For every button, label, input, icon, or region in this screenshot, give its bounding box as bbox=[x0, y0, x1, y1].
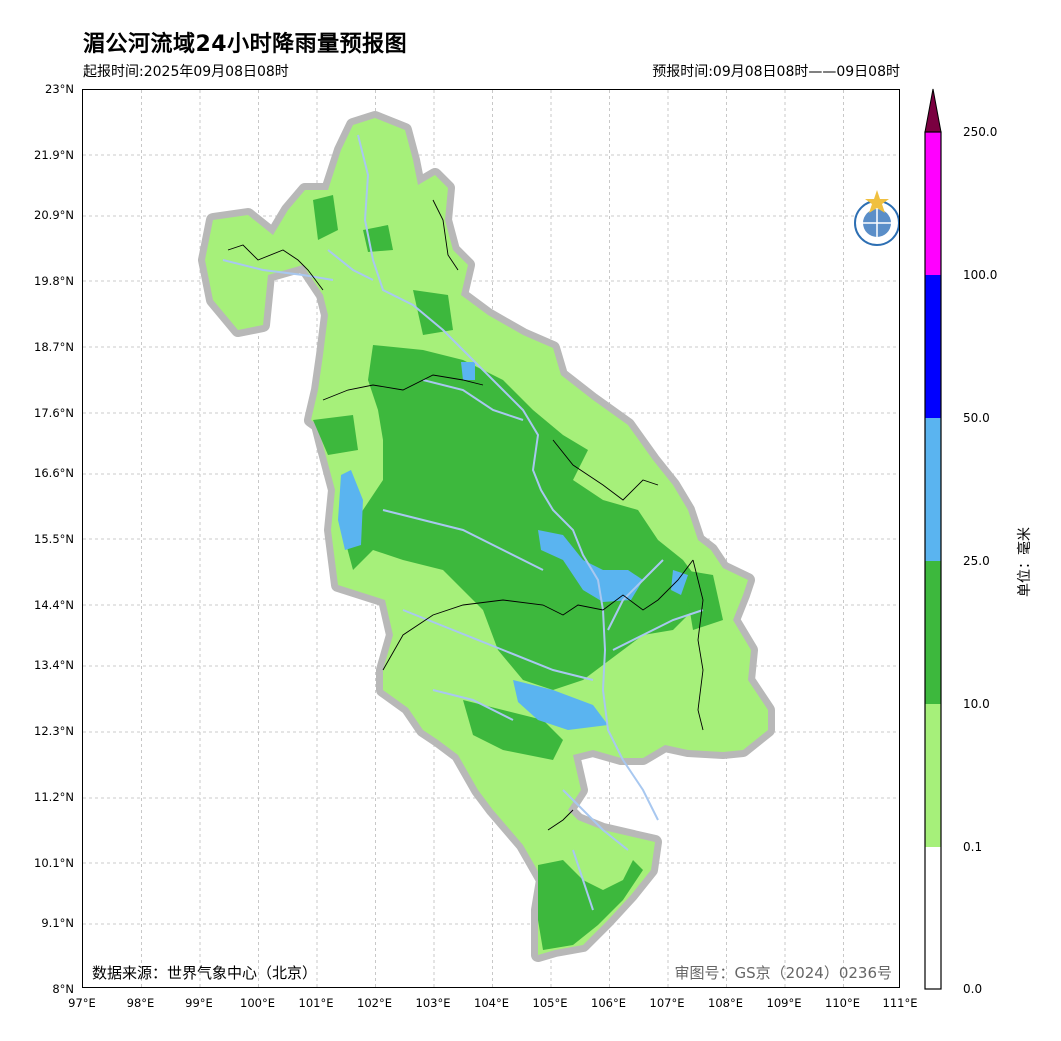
review-number: 审图号：GS京（2024）0236号 bbox=[674, 964, 893, 982]
lat-tick: 18.7°N bbox=[34, 340, 74, 354]
lon-tick: 111°E bbox=[882, 996, 918, 1010]
lat-tick: 8°N bbox=[52, 982, 74, 996]
colorbar-label: 0.0 bbox=[963, 982, 983, 996]
lon-tick: 107°E bbox=[649, 996, 685, 1010]
lat-tick: 11.2°N bbox=[34, 790, 74, 804]
country-borders bbox=[227, 199, 704, 831]
lat-tick: 19.8°N bbox=[34, 274, 74, 288]
lat-tick: 10.1°N bbox=[34, 856, 74, 870]
colorbar-label: 50.0 bbox=[963, 411, 990, 425]
lon-tick: 101°E bbox=[298, 996, 334, 1010]
lon-tick: 105°E bbox=[532, 996, 568, 1010]
lat-tick: 13.4°N bbox=[34, 658, 74, 672]
lon-tick: 97°E bbox=[68, 996, 96, 1010]
colorbar-band-250 bbox=[925, 132, 941, 275]
colorbar-label: 250.0 bbox=[963, 125, 998, 139]
lat-tick: 21.9°N bbox=[34, 148, 74, 162]
rivers bbox=[222, 134, 704, 911]
colorbar-band-50 bbox=[925, 418, 941, 561]
colorbar-band-100 bbox=[925, 275, 941, 418]
issue-time: 起报时间:2025年09月08日08时 bbox=[83, 64, 289, 80]
lat-tick: 23°N bbox=[45, 82, 74, 96]
unit-label: 单位：毫米 bbox=[1017, 527, 1033, 597]
data-source: 数据来源：世界气象中心（北京） bbox=[92, 964, 318, 982]
colorbar-label: 0.1 bbox=[963, 840, 983, 854]
lon-tick: 104°E bbox=[474, 996, 509, 1010]
lat-tick: 17.6°N bbox=[34, 406, 74, 420]
map-title: 湄公河流域24小时降雨量预报图 bbox=[83, 32, 408, 57]
agency-logos bbox=[854, 190, 899, 246]
colorbar-band-0.1 bbox=[925, 847, 941, 989]
wmo-logo bbox=[854, 190, 899, 246]
valid-time: 预报时间:09月08日08时——09日08时 bbox=[652, 64, 900, 80]
lon-tick: 100°E bbox=[240, 996, 275, 1010]
lon-tick: 103°E bbox=[415, 996, 451, 1010]
lon-tick: 110°E bbox=[825, 996, 860, 1010]
colorbar-label: 10.0 bbox=[963, 697, 990, 711]
colorbar bbox=[924, 88, 942, 990]
colorbar-band-10 bbox=[925, 704, 941, 847]
lon-tick: 102°E bbox=[357, 996, 392, 1010]
colorbar-extend-arrow bbox=[924, 88, 942, 133]
lon-tick: 109°E bbox=[766, 996, 802, 1010]
lon-tick: 106°E bbox=[591, 996, 626, 1010]
lon-tick: 99°E bbox=[185, 996, 213, 1010]
lat-tick: 15.5°N bbox=[34, 532, 74, 546]
lat-tick: 12.3°N bbox=[34, 724, 74, 738]
lon-tick: 98°E bbox=[126, 996, 155, 1010]
basin-map bbox=[83, 90, 899, 987]
map-panel[interactable] bbox=[82, 89, 900, 988]
lat-tick: 9.1°N bbox=[41, 916, 74, 930]
lat-tick: 20.9°N bbox=[34, 208, 74, 222]
lat-tick: 14.4°N bbox=[34, 598, 74, 612]
lat-tick: 16.6°N bbox=[34, 466, 74, 480]
moderate-rain-areas bbox=[313, 195, 723, 950]
colorbar-band-25 bbox=[925, 561, 941, 704]
colorbar-label: 100.0 bbox=[963, 268, 998, 282]
lon-tick: 108°E bbox=[708, 996, 743, 1010]
colorbar-label: 25.0 bbox=[963, 554, 990, 568]
